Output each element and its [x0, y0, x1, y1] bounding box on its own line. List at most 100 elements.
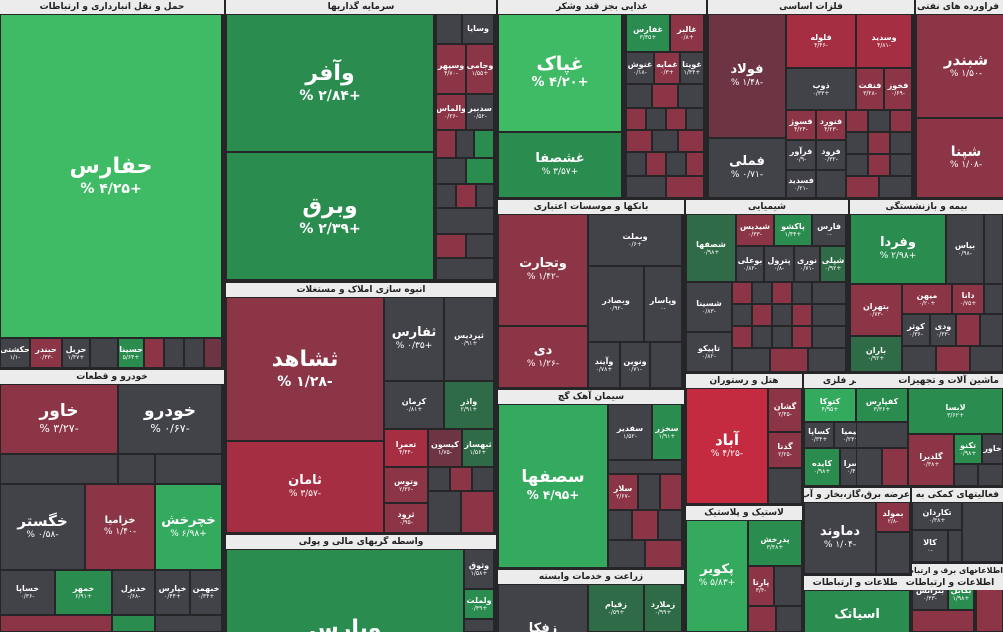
stock-tile[interactable]	[472, 467, 494, 491]
stock-tile[interactable]: غمایه +۰/۳	[654, 52, 680, 84]
stock-tile[interactable]: وبملت +۰/۶	[588, 214, 682, 266]
stock-tile[interactable]	[436, 184, 456, 208]
stock-tile[interactable]: کوثر -۰/۳۶	[902, 314, 930, 346]
stock-tile[interactable]: کیسون -۱/۷۵	[428, 429, 462, 467]
stock-tile[interactable]	[608, 540, 645, 568]
stock-tile[interactable]	[748, 606, 776, 632]
stock-tile[interactable]: غالبر +۰/۸	[670, 14, 704, 52]
stock-tile[interactable]: آباد -۴/۲۵ %	[686, 388, 768, 504]
stock-tile[interactable]: خچرخش +۶/۹۸ %	[155, 484, 222, 570]
stock-tile[interactable]: اسیاتک	[804, 590, 910, 632]
stock-tile[interactable]: پدرخش +۳/۴۸	[748, 520, 802, 566]
stock-tile[interactable]: پترول -۰/۸	[764, 246, 794, 282]
stock-tile[interactable]	[808, 348, 846, 372]
stock-tile[interactable]: سفدیر -۱/۵۲	[608, 404, 652, 460]
stock-tile[interactable]	[948, 530, 962, 562]
stock-tile[interactable]	[890, 132, 912, 154]
stock-tile[interactable]: شپلی +۰/۹۲	[820, 246, 846, 282]
stock-tile[interactable]: فخوز -۰/۶۹	[884, 68, 912, 110]
stock-tile[interactable]	[812, 282, 846, 304]
stock-tile[interactable]: تعمرا -۴/۴۴	[384, 429, 428, 467]
stock-tile[interactable]: خگستر -۰/۵۸ %	[0, 484, 85, 570]
stock-tile[interactable]: غپاک +۴/۲۰ %	[498, 14, 622, 132]
stock-tile[interactable]	[184, 338, 204, 368]
stock-tile[interactable]: فملی -۰/۷۱ %	[708, 138, 786, 198]
stock-tile[interactable]: خمهر +۶/۹۱	[55, 570, 112, 615]
stock-tile[interactable]	[608, 460, 682, 474]
stock-tile[interactable]: نوری -۰/۷۱	[794, 246, 820, 282]
stock-tile[interactable]: باران +۰/۹۲	[850, 336, 902, 372]
stock-tile[interactable]	[456, 130, 474, 158]
stock-tile[interactable]: فارس -۰	[812, 214, 846, 246]
stock-tile[interactable]	[461, 491, 494, 533]
stock-tile[interactable]	[792, 326, 812, 348]
stock-tile[interactable]: حکشتی -۱/۱	[0, 338, 30, 368]
stock-tile[interactable]: غشصفا +۳/۵۷ %	[498, 132, 622, 198]
stock-tile[interactable]: گلدیرا +۰/۳۸	[908, 434, 954, 486]
stock-tile[interactable]	[155, 454, 222, 484]
stock-tile[interactable]: فرآور -۰/۹	[786, 140, 816, 170]
stock-tile[interactable]	[770, 348, 808, 372]
stock-tile[interactable]: پارتا -۳/۴	[748, 566, 774, 606]
stock-tile[interactable]: والماس -۰/۲۶	[436, 94, 466, 130]
stock-tile[interactable]	[686, 108, 704, 130]
stock-tile[interactable]: شصفها +۰/۹۸	[686, 214, 736, 282]
stock-tile[interactable]: وسپهر -۴/۷۰	[436, 44, 466, 94]
stock-tile[interactable]: فلوله -۴/۴۶	[786, 14, 856, 68]
stock-tile[interactable]	[732, 304, 752, 326]
stock-tile[interactable]	[846, 110, 868, 132]
stock-tile[interactable]: حریل +۱/۴۷	[62, 338, 90, 368]
stock-tile[interactable]	[464, 619, 494, 632]
stock-tile[interactable]	[882, 448, 908, 486]
stock-tile[interactable]	[164, 338, 184, 368]
stock-tile[interactable]: خپارس +۰/۴۴	[155, 570, 190, 615]
stock-tile[interactable]: شبندر -۱/۵۰ %	[916, 14, 1003, 118]
stock-tile[interactable]	[978, 464, 1003, 486]
stock-tile[interactable]	[984, 284, 1003, 314]
stock-tile[interactable]	[792, 282, 812, 304]
stock-tile[interactable]	[436, 14, 462, 44]
stock-tile[interactable]: وسایا	[462, 14, 494, 44]
stock-tile[interactable]	[456, 184, 476, 208]
stock-tile[interactable]	[792, 304, 812, 326]
stock-tile[interactable]: ثبهساز +۱/۵۶	[462, 429, 494, 467]
stock-tile[interactable]: سلار -۲/۶۷	[608, 474, 638, 510]
stock-tile[interactable]: میهن +۰/۲۰	[902, 284, 952, 314]
stock-tile[interactable]: خزامیا -۱/۴۰ %	[85, 484, 155, 570]
stock-tile[interactable]: وسدید -۴/۸۱	[856, 14, 912, 68]
stock-tile[interactable]	[466, 158, 494, 184]
stock-tile[interactable]: گشان -۲/۴۵	[768, 388, 802, 432]
stock-tile[interactable]: فنفت -۳/۲۸	[856, 68, 884, 110]
stock-tile[interactable]: تکاردان +۰/۳۸	[912, 502, 962, 530]
stock-tile[interactable]	[155, 615, 222, 632]
stock-tile[interactable]	[984, 214, 1003, 284]
stock-tile[interactable]	[650, 342, 682, 388]
stock-tile[interactable]: تکنو +۰/۹۸	[954, 434, 982, 464]
stock-tile[interactable]	[846, 154, 868, 176]
stock-tile[interactable]: خاور	[982, 434, 1003, 464]
stock-tile[interactable]	[660, 474, 682, 510]
stock-tile[interactable]: لابسا +۳/۶۲	[908, 388, 1003, 434]
stock-tile[interactable]: ذوب +۰/۳۳	[786, 68, 856, 110]
stock-tile[interactable]: وتجارت -۱/۴۲ %	[498, 214, 588, 326]
stock-tile[interactable]	[772, 282, 792, 304]
stock-tile[interactable]: خودرو -۰/۶۷ %	[118, 384, 222, 454]
stock-tile[interactable]: خدیزل -۰/۶۸	[112, 570, 155, 615]
stock-tile[interactable]	[436, 158, 466, 184]
stock-tile[interactable]	[652, 130, 678, 152]
stock-tile[interactable]: حبندر -۰/۳۳	[30, 338, 62, 368]
stock-tile[interactable]	[812, 304, 846, 326]
stock-tile[interactable]	[436, 208, 494, 234]
stock-tile[interactable]	[936, 346, 970, 372]
stock-tile[interactable]	[846, 176, 879, 198]
stock-tile[interactable]: وبصادر -۰/۹۲	[588, 266, 644, 342]
stock-tile[interactable]: فسوژ -۴/۲۴	[786, 110, 816, 140]
stock-tile[interactable]	[608, 510, 632, 540]
stock-tile[interactable]	[436, 258, 494, 280]
stock-tile[interactable]: کالا -۰	[912, 530, 948, 562]
stock-tile[interactable]: بمولد -۲/۸	[876, 502, 910, 532]
stock-tile[interactable]: کرمان +۰/۸۱	[384, 381, 444, 429]
stock-tile[interactable]	[856, 448, 882, 486]
stock-tile[interactable]: دانا +۰/۷۵	[952, 284, 984, 314]
stock-tile[interactable]	[812, 326, 846, 348]
